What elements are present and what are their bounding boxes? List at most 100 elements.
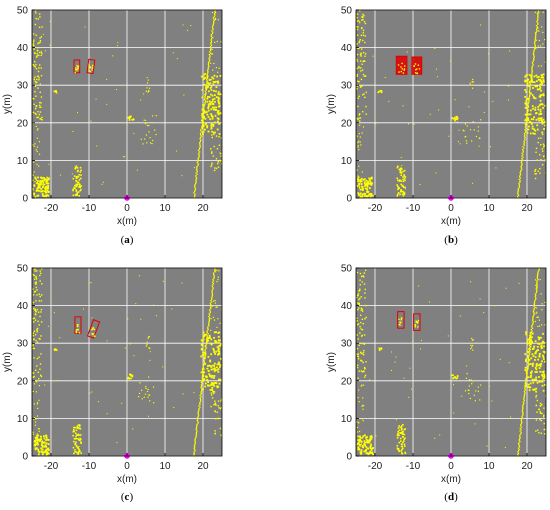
lidar-point xyxy=(217,80,219,83)
lidar-point xyxy=(203,98,206,100)
lidar-point xyxy=(401,425,403,427)
lidar-point xyxy=(469,397,471,400)
lidar-point xyxy=(54,349,56,352)
lidar-point xyxy=(536,311,538,313)
lidar-point xyxy=(371,447,374,450)
lidar-point xyxy=(219,160,222,162)
lidar-point xyxy=(38,185,41,188)
lidar-point xyxy=(361,15,363,18)
lidar-point xyxy=(362,13,364,16)
lidar-point xyxy=(36,434,38,437)
lidar-point xyxy=(524,381,527,383)
lidar-point xyxy=(199,140,202,143)
lidar-point xyxy=(198,156,200,158)
lidar-point xyxy=(35,283,37,285)
lidar-point xyxy=(356,26,358,28)
lidar-point xyxy=(390,369,392,371)
lidar-point xyxy=(194,185,196,187)
lidar-point xyxy=(542,80,545,83)
lidar-point xyxy=(210,127,213,130)
lidar-point xyxy=(483,112,485,114)
x-tick-label: 20 xyxy=(521,461,533,472)
box-point xyxy=(91,67,94,70)
lidar-point xyxy=(32,189,34,191)
lidar-point xyxy=(361,335,363,337)
lidar-point xyxy=(146,142,148,144)
lidar-point xyxy=(32,294,35,296)
lidar-point xyxy=(154,129,156,131)
lidar-point xyxy=(203,378,206,381)
lidar-point xyxy=(518,182,520,185)
lidar-point xyxy=(35,56,38,58)
lidar-point xyxy=(358,165,360,167)
lidar-point xyxy=(33,78,36,80)
lidar-point xyxy=(35,418,37,420)
lidar-point xyxy=(472,339,474,341)
lidar-point xyxy=(196,430,198,432)
lidar-point xyxy=(194,186,196,189)
lidar-point xyxy=(522,405,524,407)
lidar-point xyxy=(536,277,539,279)
lidar-point xyxy=(218,122,220,125)
lidar-point xyxy=(522,149,524,152)
lidar-point xyxy=(200,392,202,394)
lidar-point xyxy=(210,49,212,52)
lidar-point xyxy=(537,30,540,32)
lidar-point xyxy=(33,321,35,323)
lidar-point xyxy=(216,269,218,271)
lidar-point xyxy=(403,443,406,446)
lidar-point xyxy=(535,118,538,121)
x-tick-label: 10 xyxy=(483,203,495,214)
lidar-point xyxy=(207,68,209,70)
lidar-point xyxy=(218,366,221,368)
lidar-point xyxy=(211,94,214,97)
lidar-point xyxy=(207,63,210,65)
lidar-point xyxy=(526,122,528,124)
lidar-point xyxy=(361,405,363,407)
lidar-point xyxy=(357,146,359,148)
lidar-point xyxy=(531,68,533,70)
lidar-point xyxy=(370,443,373,446)
lidar-point xyxy=(208,364,210,367)
lidar-point xyxy=(524,138,526,140)
lidar-point xyxy=(363,272,366,274)
lidar-point xyxy=(505,287,507,289)
lidar-point xyxy=(408,396,410,398)
lidar-point xyxy=(75,444,78,447)
lidar-point xyxy=(402,176,404,178)
lidar-point xyxy=(368,193,371,196)
lidar-point xyxy=(361,360,363,362)
lidar-point xyxy=(202,74,205,77)
lidar-point xyxy=(517,194,520,197)
box-point xyxy=(77,328,80,331)
box-point xyxy=(77,66,79,68)
lidar-point xyxy=(37,87,39,89)
lidar-point xyxy=(76,452,79,455)
lidar-point xyxy=(145,119,147,121)
lidar-point xyxy=(528,389,531,392)
box-point xyxy=(398,323,400,326)
lidar-point xyxy=(34,177,37,180)
lidar-point xyxy=(534,43,536,45)
lidar-point xyxy=(533,309,535,311)
lidar-point xyxy=(212,390,215,393)
lidar-point xyxy=(529,382,532,385)
lidar-point xyxy=(216,386,219,389)
lidar-point xyxy=(217,100,220,103)
lidar-point xyxy=(524,75,527,78)
lidar-point xyxy=(472,78,474,81)
lidar-point xyxy=(357,141,359,144)
lidar-point xyxy=(208,313,210,315)
lidar-point xyxy=(520,167,522,169)
lidar-point xyxy=(359,117,362,119)
lidar-point xyxy=(195,180,197,182)
lidar-point xyxy=(517,452,520,455)
lidar-point xyxy=(358,186,361,188)
lidar-point xyxy=(54,348,57,350)
lidar-point xyxy=(532,64,534,66)
lidar-point xyxy=(201,340,204,342)
lidar-point xyxy=(535,396,537,398)
lidar-point xyxy=(453,384,455,386)
lidar-point xyxy=(214,433,216,435)
lidar-point xyxy=(363,443,365,446)
